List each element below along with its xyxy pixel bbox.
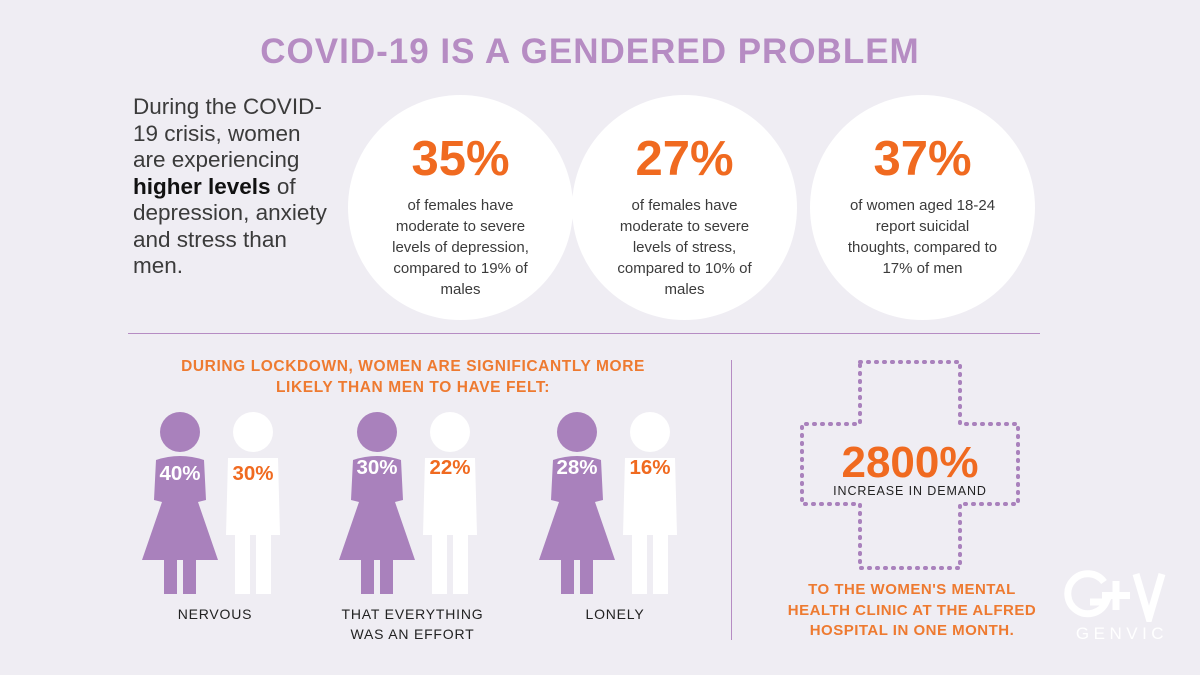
medical-cross-icon <box>800 360 1020 570</box>
demand-label: INCREASE IN DEMAND <box>833 484 987 498</box>
lockdown-heading: DURING LOCKDOWN, WOMEN ARE SIGNIFICANTLY… <box>181 358 645 396</box>
women-percent: 40% <box>159 462 201 485</box>
stat-circle-stress: 27% of females have moderate to severe l… <box>572 95 797 320</box>
demand-footnote: TO THE WOMEN'S MENTAL HEALTH CLINIC AT T… <box>787 581 1037 639</box>
men-percent: 22% <box>429 456 471 479</box>
logo-wordmark: GENVIC <box>1075 624 1169 643</box>
stat-value: 27% <box>635 132 734 186</box>
intro-text-start: During the COVID-19 crisis, women are ex… <box>133 94 322 172</box>
stat-value: 37% <box>873 132 972 186</box>
men-percent: 30% <box>232 462 274 485</box>
intro-text-end: of depression, anxiety and stress than m… <box>133 173 327 279</box>
stat-description: of females have moderate to severe level… <box>617 197 752 298</box>
feeling-caption: NERVOUS <box>177 606 253 622</box>
women-percent: 30% <box>356 456 398 479</box>
intro-text: During the COVID-19 crisis, women are ex… <box>133 94 333 280</box>
stat-value: 35% <box>411 132 510 186</box>
genvic-logo <box>1064 570 1166 622</box>
feeling-caption: LONELY <box>585 606 645 622</box>
section-divider <box>128 333 1040 334</box>
man-figure-icon <box>415 410 485 595</box>
feeling-caption: THAT EVERYTHING WAS AN EFFORT <box>341 606 484 642</box>
man-figure-icon <box>615 410 685 595</box>
man-figure-icon <box>218 410 288 595</box>
stat-circle-depression: 35% of females have moderate to severe l… <box>348 95 573 320</box>
stat-description: of females have moderate to severe level… <box>392 197 529 298</box>
woman-figure-icon <box>537 410 617 595</box>
page-title: COVID-19 IS A GENDERED PROBLEM <box>260 32 920 71</box>
woman-figure-icon <box>337 410 417 595</box>
column-divider <box>731 360 732 640</box>
women-percent: 28% <box>556 456 598 479</box>
woman-figure-icon <box>140 410 220 595</box>
intro-text-emphasis: higher levels <box>133 173 271 199</box>
stat-circle-suicidal: 37% of women aged 18-24 report suicidal … <box>810 95 1035 320</box>
stat-description: of women aged 18-24 report suicidal thou… <box>847 197 998 277</box>
demand-value: 2800% <box>841 438 979 487</box>
men-percent: 16% <box>629 456 671 479</box>
